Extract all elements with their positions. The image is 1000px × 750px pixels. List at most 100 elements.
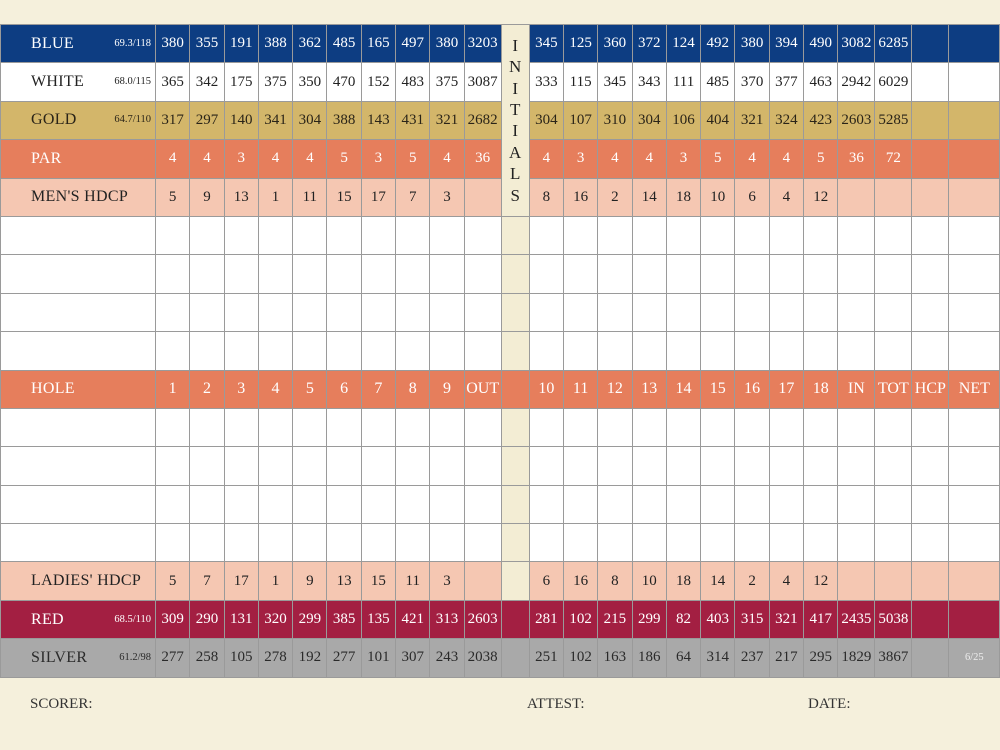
score-entry-cell[interactable] <box>528 215 564 256</box>
score-entry-cell[interactable] <box>154 523 191 563</box>
score-entry-cell[interactable] <box>631 446 667 486</box>
score-entry-cell[interactable] <box>154 215 191 256</box>
score-entry-cell[interactable] <box>803 254 839 294</box>
score-entry-cell[interactable] <box>463 331 502 371</box>
score-entry-cell[interactable] <box>768 523 805 563</box>
score-entry-cell[interactable] <box>768 292 805 333</box>
score-entry-cell[interactable] <box>292 215 328 256</box>
score-entry-cell[interactable] <box>292 292 328 333</box>
score-entry-cell[interactable] <box>189 254 225 294</box>
score-entry-cell[interactable] <box>395 407 431 448</box>
score-entry-cell[interactable] <box>189 407 225 448</box>
score-entry-cell[interactable] <box>326 254 362 294</box>
score-entry-cell[interactable] <box>631 484 667 525</box>
score-entry-cell[interactable] <box>562 292 599 333</box>
score-entry-cell[interactable] <box>257 484 294 525</box>
score-entry-cell[interactable] <box>665 331 702 371</box>
score-entry-cell[interactable] <box>734 407 770 448</box>
score-entry-cell[interactable] <box>528 331 564 371</box>
score-entry-cell[interactable] <box>528 407 564 448</box>
score-entry-cell[interactable] <box>562 407 599 448</box>
score-entry-cell[interactable] <box>768 215 805 256</box>
score-entry-cell[interactable] <box>837 215 876 256</box>
score-entry-cell[interactable] <box>257 254 294 294</box>
score-entry-cell[interactable] <box>360 407 397 448</box>
score-entry-cell[interactable] <box>189 292 225 333</box>
score-entry-cell[interactable] <box>911 292 950 333</box>
score-entry-cell[interactable] <box>429 254 465 294</box>
score-entry-cell[interactable] <box>734 523 770 563</box>
score-entry-cell[interactable] <box>223 523 259 563</box>
score-entry-cell[interactable] <box>257 331 294 371</box>
score-entry-cell[interactable] <box>360 254 397 294</box>
score-entry-cell[interactable] <box>360 331 397 371</box>
score-entry-cell[interactable] <box>631 215 667 256</box>
score-entry-cell[interactable] <box>597 215 633 256</box>
score-entry-cell[interactable] <box>948 254 1000 294</box>
score-entry-cell[interactable] <box>429 292 465 333</box>
score-entry-cell[interactable] <box>837 446 876 486</box>
score-entry-cell[interactable] <box>154 407 191 448</box>
score-entry-cell[interactable] <box>562 484 599 525</box>
player-name-cell[interactable] <box>0 254 156 294</box>
score-entry-cell[interactable] <box>734 484 770 525</box>
score-entry-cell[interactable] <box>326 407 362 448</box>
score-entry-cell[interactable] <box>803 523 839 563</box>
score-entry-cell[interactable] <box>223 215 259 256</box>
score-entry-cell[interactable] <box>768 407 805 448</box>
score-entry-cell[interactable] <box>911 446 950 486</box>
score-entry-cell[interactable] <box>631 254 667 294</box>
score-entry-cell[interactable] <box>395 215 431 256</box>
score-entry-cell[interactable] <box>528 254 564 294</box>
initials-cell[interactable] <box>500 523 530 563</box>
score-entry-cell[interactable] <box>665 484 702 525</box>
score-entry-cell[interactable] <box>223 484 259 525</box>
player-name-cell[interactable] <box>0 484 156 525</box>
score-entry-cell[interactable] <box>395 331 431 371</box>
score-entry-cell[interactable] <box>292 331 328 371</box>
score-entry-cell[interactable] <box>665 254 702 294</box>
score-entry-cell[interactable] <box>597 407 633 448</box>
score-entry-cell[interactable] <box>665 407 702 448</box>
player-name-cell[interactable] <box>0 523 156 563</box>
score-entry-cell[interactable] <box>257 407 294 448</box>
score-entry-cell[interactable] <box>463 292 502 333</box>
score-entry-cell[interactable] <box>463 215 502 256</box>
score-entry-cell[interactable] <box>734 446 770 486</box>
score-entry-cell[interactable] <box>874 254 913 294</box>
score-entry-cell[interactable] <box>665 292 702 333</box>
score-entry-cell[interactable] <box>874 523 913 563</box>
score-entry-cell[interactable] <box>734 292 770 333</box>
score-entry-cell[interactable] <box>948 446 1000 486</box>
score-entry-cell[interactable] <box>292 523 328 563</box>
score-entry-cell[interactable] <box>597 254 633 294</box>
score-entry-cell[interactable] <box>223 331 259 371</box>
score-entry-cell[interactable] <box>154 446 191 486</box>
score-entry-cell[interactable] <box>154 484 191 525</box>
score-entry-cell[interactable] <box>837 407 876 448</box>
score-entry-cell[interactable] <box>223 407 259 448</box>
score-entry-cell[interactable] <box>768 484 805 525</box>
score-entry-cell[interactable] <box>874 331 913 371</box>
score-entry-cell[interactable] <box>911 407 950 448</box>
score-entry-cell[interactable] <box>837 254 876 294</box>
initials-cell[interactable] <box>500 484 530 525</box>
score-entry-cell[interactable] <box>154 254 191 294</box>
score-entry-cell[interactable] <box>700 407 736 448</box>
score-entry-cell[interactable] <box>463 523 502 563</box>
score-entry-cell[interactable] <box>360 215 397 256</box>
score-entry-cell[interactable] <box>189 484 225 525</box>
score-entry-cell[interactable] <box>874 292 913 333</box>
score-entry-cell[interactable] <box>768 254 805 294</box>
score-entry-cell[interactable] <box>326 215 362 256</box>
score-entry-cell[interactable] <box>257 215 294 256</box>
score-entry-cell[interactable] <box>292 484 328 525</box>
score-entry-cell[interactable] <box>463 484 502 525</box>
score-entry-cell[interactable] <box>700 254 736 294</box>
score-entry-cell[interactable] <box>948 215 1000 256</box>
score-entry-cell[interactable] <box>292 254 328 294</box>
score-entry-cell[interactable] <box>360 523 397 563</box>
score-entry-cell[interactable] <box>700 523 736 563</box>
score-entry-cell[interactable] <box>803 331 839 371</box>
score-entry-cell[interactable] <box>911 484 950 525</box>
